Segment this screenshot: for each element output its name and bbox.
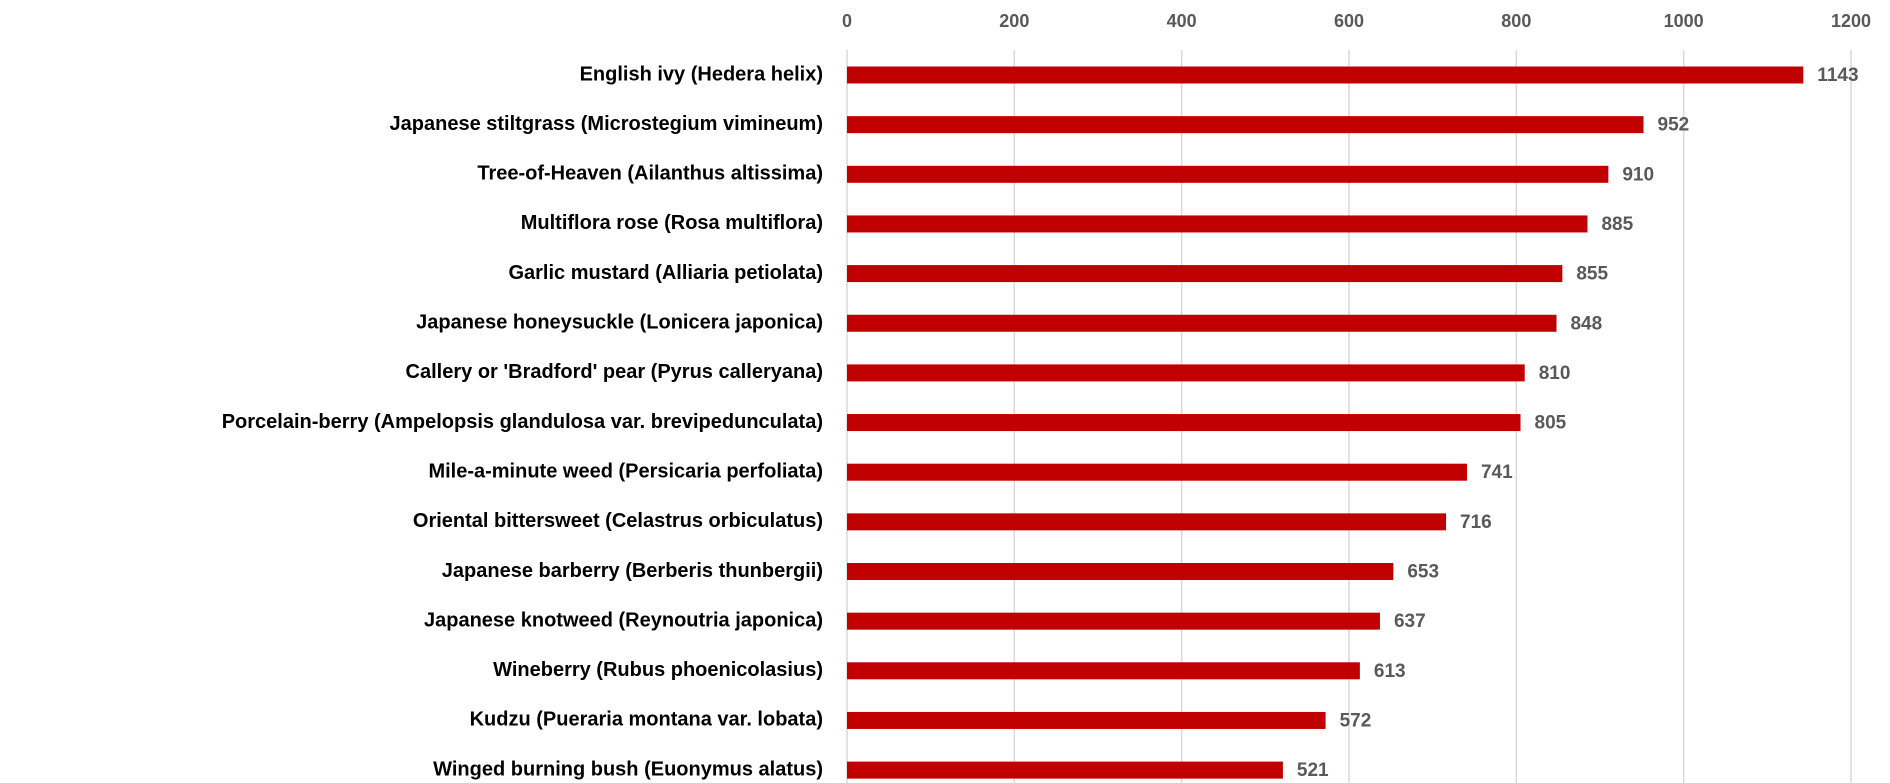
bar	[847, 463, 1467, 481]
y-tick-label: Japanese barberry (Berberis thunbergii)	[442, 560, 823, 582]
x-tick-label: 0	[842, 11, 852, 31]
bar	[847, 612, 1380, 630]
bar	[847, 414, 1521, 432]
y-tick-label: Oriental bittersweet (Celastrus orbicula…	[413, 510, 823, 532]
y-tick-label: Multiflora rose (Rosa multiflora)	[521, 212, 823, 234]
bar	[847, 711, 1326, 729]
bar	[847, 265, 1563, 283]
value-label: 885	[1601, 214, 1633, 235]
bar	[847, 364, 1525, 382]
y-tick-label: Garlic mustard (Alliaria petiolata)	[508, 262, 823, 284]
x-tick-label: 400	[1167, 11, 1197, 31]
bar	[847, 761, 1283, 779]
y-tick-label: Callery or 'Bradford' pear (Pyrus caller…	[406, 361, 823, 383]
bar	[847, 66, 1804, 84]
y-tick-label: Tree-of-Heaven (Ailanthus altissima)	[477, 163, 823, 185]
x-tick-label: 800	[1501, 11, 1531, 31]
y-tick-label: English ivy (Hedera helix)	[580, 63, 823, 85]
y-tick-label: Porcelain-berry (Ampelopsis glandulosa v…	[222, 411, 823, 433]
value-label: 952	[1658, 115, 1690, 136]
value-label: 810	[1539, 363, 1571, 384]
value-label: 521	[1297, 760, 1329, 781]
bar	[847, 215, 1588, 233]
value-label: 855	[1576, 264, 1608, 285]
value-label: 716	[1460, 512, 1492, 533]
value-label: 613	[1374, 661, 1406, 682]
value-label: 572	[1340, 710, 1372, 731]
value-label: 1143	[1817, 65, 1858, 86]
y-tick-label: Mile-a-minute weed (Persicaria perfoliat…	[428, 460, 823, 482]
value-label: 741	[1481, 462, 1513, 483]
value-label: 805	[1535, 413, 1567, 434]
x-tick-label: 200	[999, 11, 1029, 31]
y-tick-label: Japanese knotweed (Reynoutria japonica)	[424, 609, 823, 631]
bar	[847, 314, 1557, 332]
y-tick-label: Wineberry (Rubus phoenicolasius)	[493, 659, 823, 681]
x-tick-label: 1200	[1831, 11, 1871, 31]
value-label: 910	[1622, 164, 1654, 185]
value-label: 848	[1570, 313, 1602, 334]
y-tick-label: Kudzu (Pueraria montana var. lobata)	[470, 709, 823, 731]
value-label: 653	[1407, 562, 1439, 583]
bar	[847, 165, 1609, 183]
x-tick-label: 1000	[1664, 11, 1704, 31]
x-tick-label: 600	[1334, 11, 1364, 31]
value-label: 637	[1394, 611, 1426, 632]
y-tick-label: Japanese stiltgrass (Microstegium vimine…	[390, 113, 823, 135]
y-tick-label: Japanese honeysuckle (Lonicera japonica)	[416, 312, 823, 334]
bar	[847, 116, 1644, 134]
bar	[847, 563, 1394, 580]
bar	[847, 513, 1447, 531]
y-tick-label: Winged burning bush (Euonymus alatus)	[433, 758, 823, 780]
bar	[847, 662, 1360, 680]
